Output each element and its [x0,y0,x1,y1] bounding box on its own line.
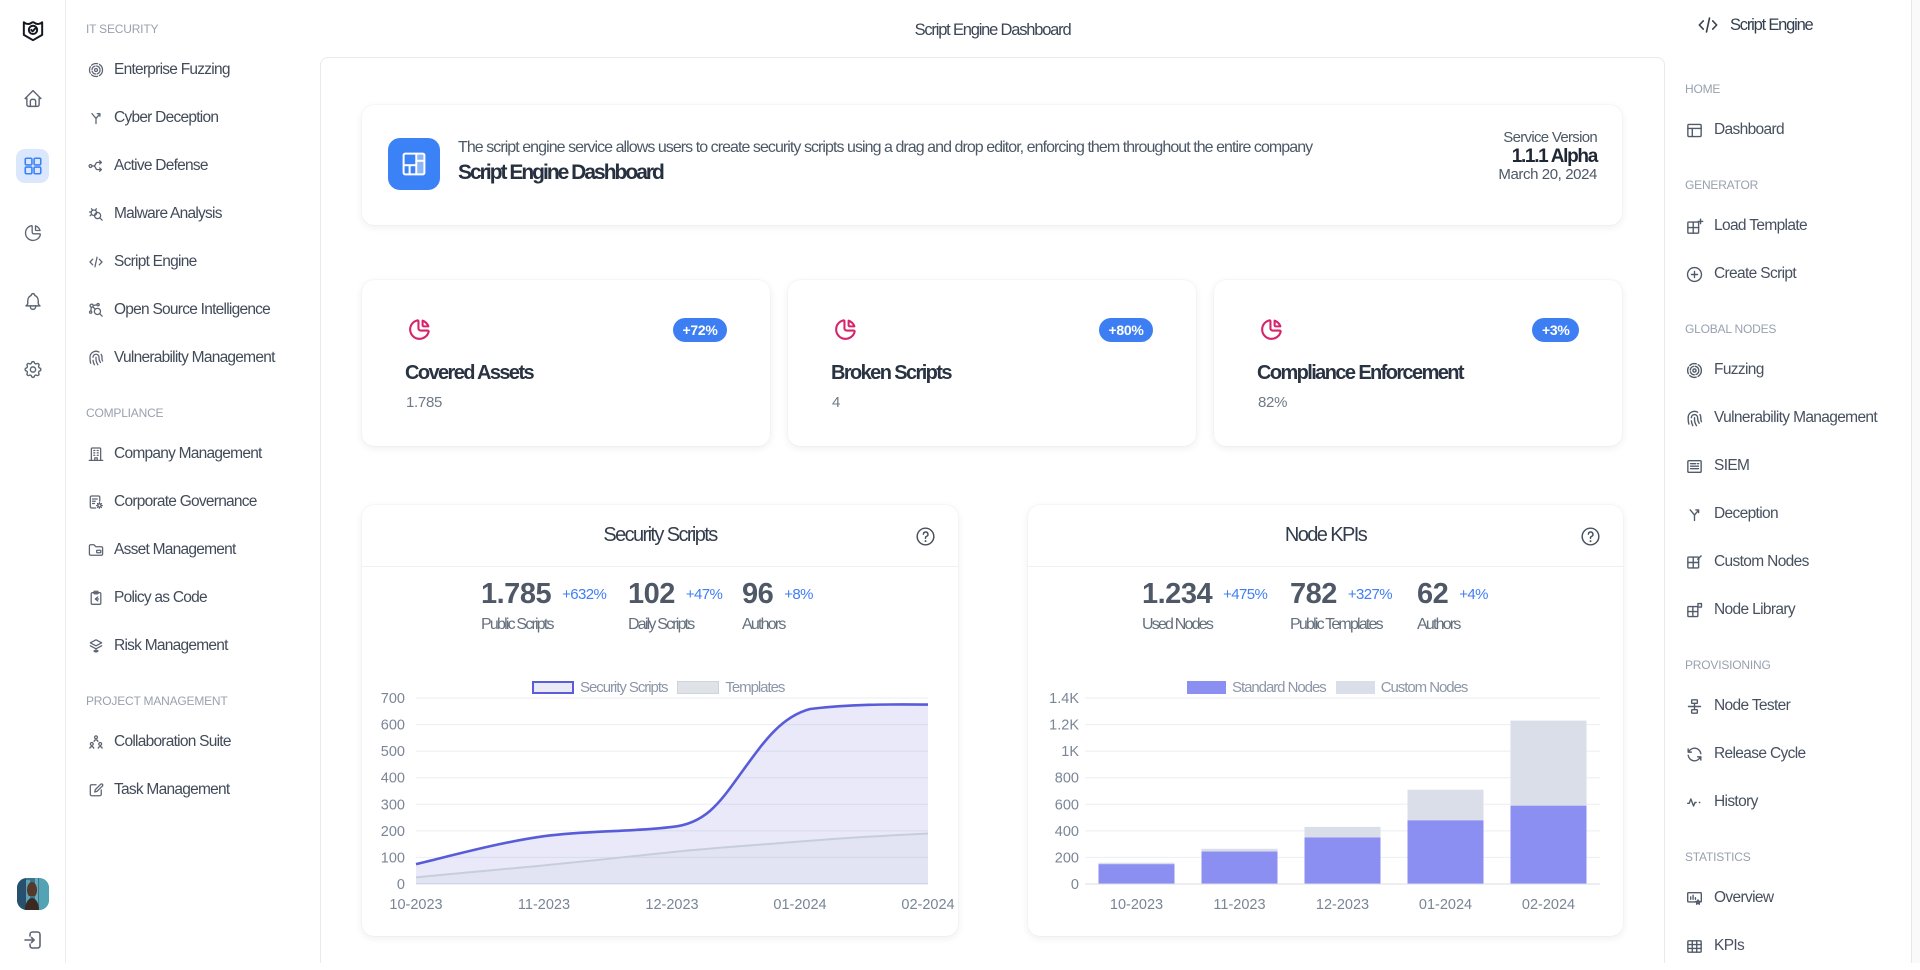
svg-text:400: 400 [1055,824,1079,840]
svg-text:1K: 1K [1061,744,1079,760]
svg-text:10-2023: 10-2023 [1110,897,1163,913]
svg-text:100: 100 [381,850,405,866]
svg-text:1.4K: 1.4K [1049,691,1079,707]
svg-text:10-2023: 10-2023 [389,897,442,913]
svg-text:01-2024: 01-2024 [773,897,826,913]
svg-text:12-2023: 12-2023 [1316,897,1369,913]
svg-text:01-2024: 01-2024 [1419,897,1472,913]
svg-text:11-2023: 11-2023 [518,897,570,913]
svg-text:0: 0 [1071,877,1079,893]
svg-text:02-2024: 02-2024 [901,897,954,913]
svg-text:12-2023: 12-2023 [645,897,698,913]
svg-text:02-2024: 02-2024 [1522,897,1575,913]
svg-text:200: 200 [381,824,405,840]
svg-text:400: 400 [381,771,405,787]
svg-text:300: 300 [381,797,405,813]
svg-text:1.2K: 1.2K [1049,718,1079,734]
svg-text:11-2023: 11-2023 [1213,897,1265,913]
svg-text:600: 600 [1055,797,1079,813]
svg-text:600: 600 [381,718,405,734]
svg-text:800: 800 [1055,771,1079,787]
svg-text:200: 200 [1055,850,1079,866]
svg-text:0: 0 [397,877,405,893]
svg-text:700: 700 [381,691,405,707]
svg-text:500: 500 [381,744,405,760]
